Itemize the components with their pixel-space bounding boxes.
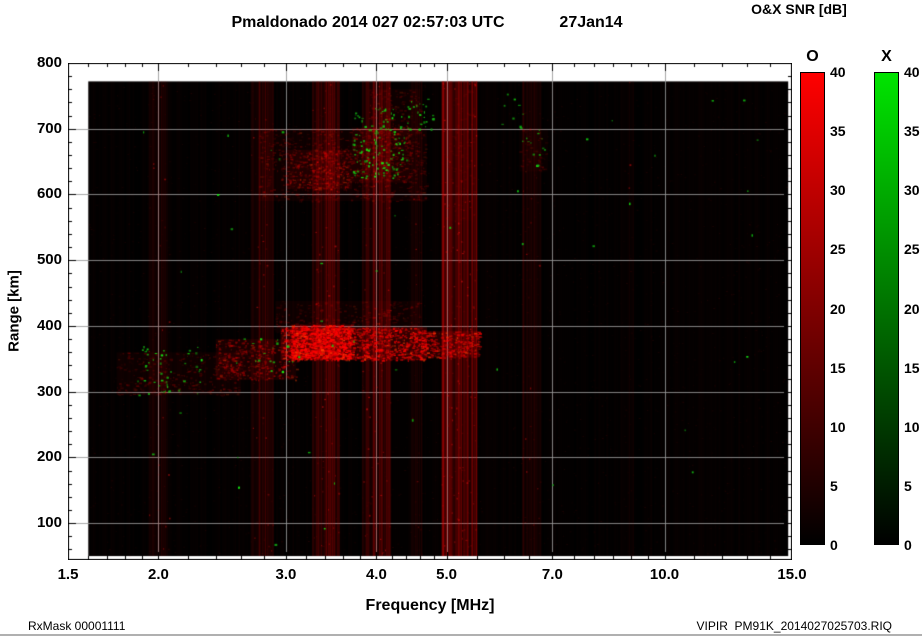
- x-tick-label: 5.0: [436, 566, 457, 583]
- y-tick-label: 300: [36, 382, 62, 400]
- x-tick-label: 7.0: [541, 566, 563, 583]
- colorbar-O: O 40 35 30 25 20 15 10 5 0: [800, 46, 846, 553]
- colorbar-X: X 40 35 30 25 20 15 10 5 0: [874, 46, 920, 553]
- colorbar-tick-label: 25: [830, 241, 846, 258]
- y-tick-label: 700: [36, 119, 62, 137]
- colorbar-title: O&X SNR [dB]: [751, 1, 847, 17]
- plot-title: Pmaldonado 2014 027 02:57:03 UTC: [231, 14, 505, 31]
- colorbar-tick-label: 20: [830, 300, 846, 317]
- colorbar-tick-label: 30: [830, 182, 846, 199]
- colorbar-O-ticks: 40 35 30 25 20 15 10 5 0: [830, 64, 864, 553]
- x-tick-label: 10.0: [649, 566, 680, 583]
- colorbar-tick-label: 5: [830, 477, 838, 494]
- colorbar-tick-label: 15: [830, 359, 846, 376]
- x-axis-title: Frequency [MHz]: [365, 597, 495, 614]
- colorbar-tick-label: 15: [904, 359, 920, 376]
- x-tick-label: 2.0: [148, 566, 169, 583]
- colorbar-tick-label: 25: [904, 241, 920, 258]
- colorbar-tick-label: 0: [830, 537, 838, 553]
- colorbar-O-label: O: [806, 48, 819, 65]
- rxmask-label: RxMask 00001111: [28, 619, 126, 633]
- colorbar-tick-label: 40: [904, 64, 920, 80]
- datafile-label: VIPIR PM91K_2014027025703.RIQ: [696, 619, 892, 633]
- y-tick-label: 100: [36, 514, 62, 532]
- colorbar-tick-label: 10: [904, 418, 920, 435]
- colorbar-tick-label: 40: [830, 64, 846, 80]
- colorbar-tick-label: 35: [904, 123, 920, 140]
- x-tick-label: 15.0: [777, 566, 807, 583]
- y-tick-label: 800: [36, 54, 62, 71]
- colorbar-X-gradient: [874, 72, 899, 545]
- colorbar-tick-label: 35: [830, 123, 846, 140]
- x-tick-label: 1.5: [57, 566, 79, 583]
- colorbar-O-gradient: [800, 72, 825, 545]
- y-tick-label: 200: [36, 448, 62, 466]
- colorbar-X-ticks: 40 35 30 25 20 15 10 5 0: [904, 64, 922, 553]
- y-tick-label: 500: [36, 251, 62, 269]
- bottom-border: [0, 634, 922, 636]
- colorbar-tick-label: 10: [830, 418, 846, 435]
- colorbar-tick-label: 0: [904, 537, 912, 553]
- colorbar-tick-label: 20: [904, 300, 920, 317]
- ionogram-heatmap-canvas: [68, 63, 792, 560]
- x-tick-label: 4.0: [365, 566, 387, 583]
- y-axis-title: Range [km]: [5, 270, 23, 352]
- colorbar-X-label: X: [881, 48, 892, 65]
- colorbar-tick-label: 30: [904, 182, 920, 199]
- x-tick-label: 3.0: [275, 566, 297, 583]
- y-tick-label: 400: [36, 316, 62, 334]
- colorbar-tick-label: 5: [904, 477, 912, 494]
- plot-date: 27Jan14: [559, 14, 623, 31]
- y-tick-label: 600: [36, 185, 62, 203]
